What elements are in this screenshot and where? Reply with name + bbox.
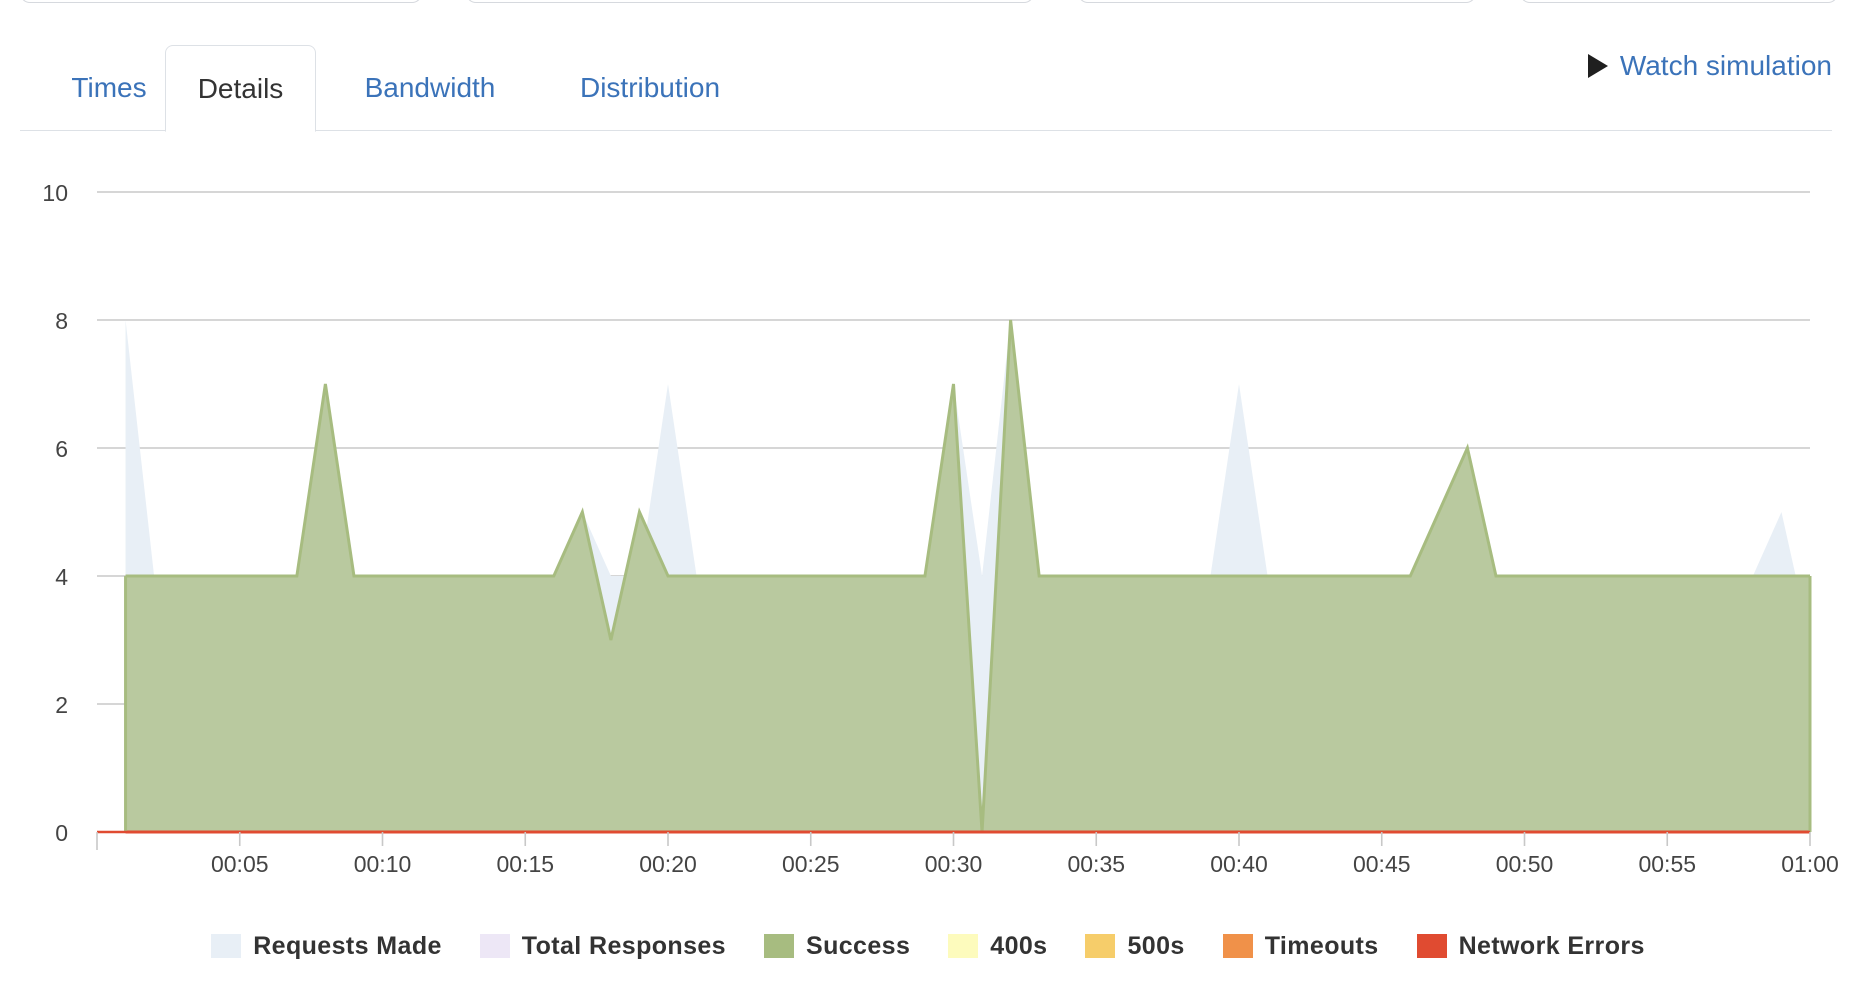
- tab-details[interactable]: Details: [165, 45, 316, 132]
- legend-label: 500s: [1127, 931, 1185, 960]
- x-tick-label: 00:50: [1496, 851, 1554, 877]
- line-success: [125, 319, 1810, 833]
- details-chart: 0 2 4 6 8 10 00:05 00:10 00:15 00:20 00:25 00:30 00…: [0, 140, 1856, 900]
- play-icon: [1587, 54, 1608, 78]
- legend-item-total-responses[interactable]: Total Responses: [479, 931, 726, 961]
- x-tick-label: 00:45: [1353, 851, 1411, 877]
- x-tick-label: 00:55: [1638, 851, 1696, 877]
- legend-item-success[interactable]: Success: [764, 932, 910, 961]
- tab-bandwidth[interactable]: Bandwidth: [364, 72, 496, 103]
- series-areas: [124, 319, 1812, 834]
- area-success: [125, 320, 1810, 832]
- legend-label: Success: [806, 931, 911, 960]
- legend-label: 400s: [990, 931, 1048, 960]
- y-tick-label: 2: [55, 692, 68, 718]
- y-axis-labels: 0 2 4 6 8 10: [42, 180, 68, 846]
- tab-times[interactable]: Times: [71, 72, 147, 103]
- x-tick-label: 00:25: [782, 851, 840, 877]
- legend-swatch: [1416, 934, 1447, 958]
- chart-tabs: Times Details Bandwidth Distribution: [20, 45, 1832, 132]
- x-tick-label: 00:05: [211, 851, 269, 877]
- filter-box-3[interactable]: [1078, 0, 1476, 3]
- chart-legend: Requests Made Total Responses Success 40…: [0, 928, 1856, 964]
- legend-item-timeouts[interactable]: Timeouts: [1222, 931, 1379, 961]
- x-axis-labels: 00:05 00:10 00:15 00:20 00:25 00:30 00:35 00:40…: [211, 851, 1839, 877]
- filter-bar: [0, 0, 1856, 12]
- legend-item-500s[interactable]: 500s: [1085, 932, 1184, 961]
- legend-swatch: [1085, 934, 1116, 958]
- x-tick-label: 00:15: [496, 851, 554, 877]
- x-axis: [96, 830, 1811, 850]
- watch-simulation-label: Watch simulation: [1619, 50, 1832, 81]
- filter-box-2[interactable]: [466, 0, 1034, 3]
- legend-label: Total Responses: [521, 931, 726, 960]
- x-tick-label: 00:30: [925, 851, 983, 877]
- legend-swatch: [1222, 934, 1253, 958]
- legend-item-network-errors[interactable]: Network Errors: [1416, 931, 1645, 961]
- y-tick-label: 4: [55, 564, 68, 590]
- watch-simulation-link[interactable]: Watch simulation: [1587, 46, 1832, 86]
- x-tick-label: 00:20: [639, 851, 697, 877]
- y-tick-label: 6: [55, 436, 68, 462]
- legend-swatch: [764, 934, 794, 958]
- tab-distribution[interactable]: Distribution: [579, 72, 721, 103]
- y-tick-label: 0: [55, 820, 68, 846]
- x-tick-label: 01:00: [1781, 851, 1839, 877]
- legend-swatch: [479, 934, 510, 958]
- filter-box-4[interactable]: [1520, 0, 1838, 3]
- legend-item-400s[interactable]: 400s: [948, 932, 1047, 961]
- x-tick-label: 00:10: [354, 851, 412, 877]
- x-tick-label: 00:35: [1067, 851, 1125, 877]
- y-tick-label: 8: [55, 308, 68, 334]
- x-tick-label: 00:40: [1210, 851, 1268, 877]
- legend-label: Timeouts: [1264, 931, 1379, 960]
- y-tick-label: 10: [42, 180, 68, 206]
- legend-label: Requests Made: [253, 931, 442, 960]
- legend-label: Network Errors: [1458, 931, 1645, 960]
- legend-item-requests-made[interactable]: Requests Made: [211, 932, 442, 961]
- filter-box-1[interactable]: [20, 0, 422, 3]
- legend-swatch: [211, 934, 242, 958]
- legend-swatch: [948, 934, 979, 958]
